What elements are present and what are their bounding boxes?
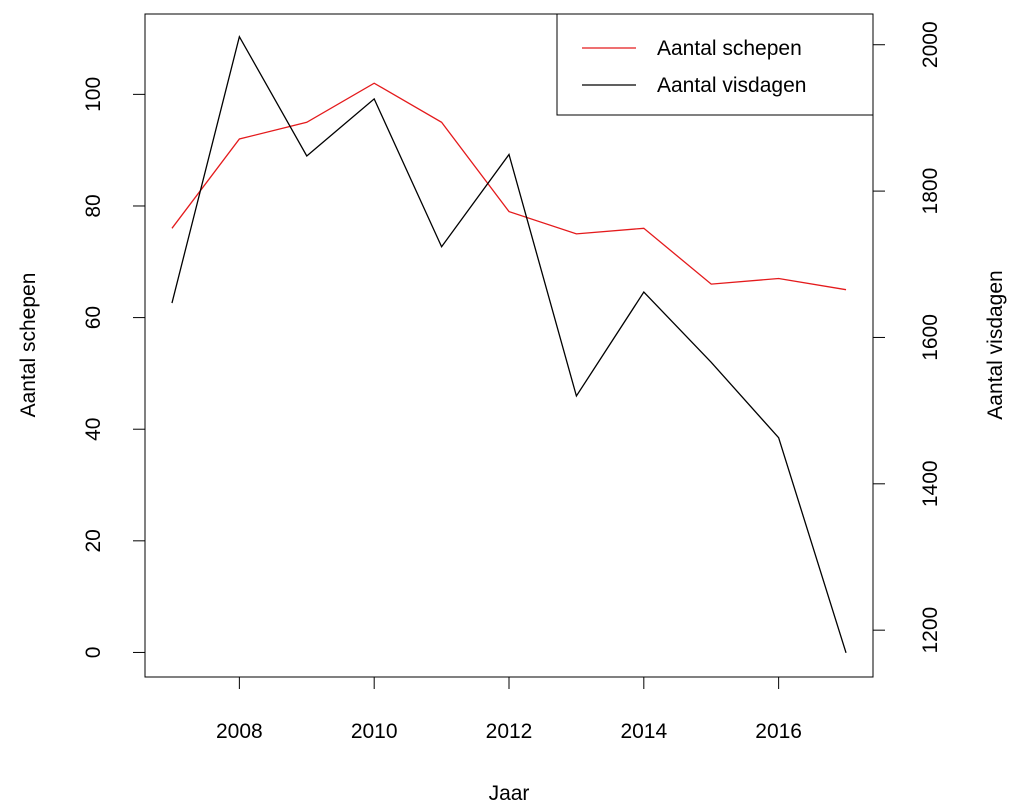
y-tick-label: 80 (82, 194, 105, 217)
y-tick-label: 20 (82, 529, 105, 552)
y-tick-label: 0 (82, 647, 105, 659)
y-axis-label: Aantal schepen (17, 273, 40, 418)
y2-axis-label: Aantal visdagen (984, 270, 1007, 419)
y-tick-label: 60 (82, 306, 105, 329)
y-tick-label: 100 (82, 77, 105, 112)
legend-box (556, 13, 874, 116)
y2-tick-label: 1200 (919, 607, 942, 654)
legend-label: Aantal visdagen (657, 74, 806, 97)
y2-tick-label: 1600 (919, 314, 942, 361)
x-axis-label: Jaar (489, 782, 530, 805)
y2-tick-label: 2000 (919, 21, 942, 68)
x-tick-label: 2014 (620, 720, 667, 743)
legend-label: Aantal schepen (657, 37, 802, 60)
x-tick-label: 2010 (351, 720, 398, 743)
x-tick-label: 2012 (486, 720, 533, 743)
y-tick-label: 40 (82, 418, 105, 441)
y2-tick-label: 1800 (919, 168, 942, 215)
x-tick-label: 2016 (755, 720, 802, 743)
x-tick-label: 2008 (216, 720, 263, 743)
series-line (171, 34, 847, 654)
series-line (171, 82, 847, 291)
y2-tick-label: 1400 (919, 460, 942, 507)
